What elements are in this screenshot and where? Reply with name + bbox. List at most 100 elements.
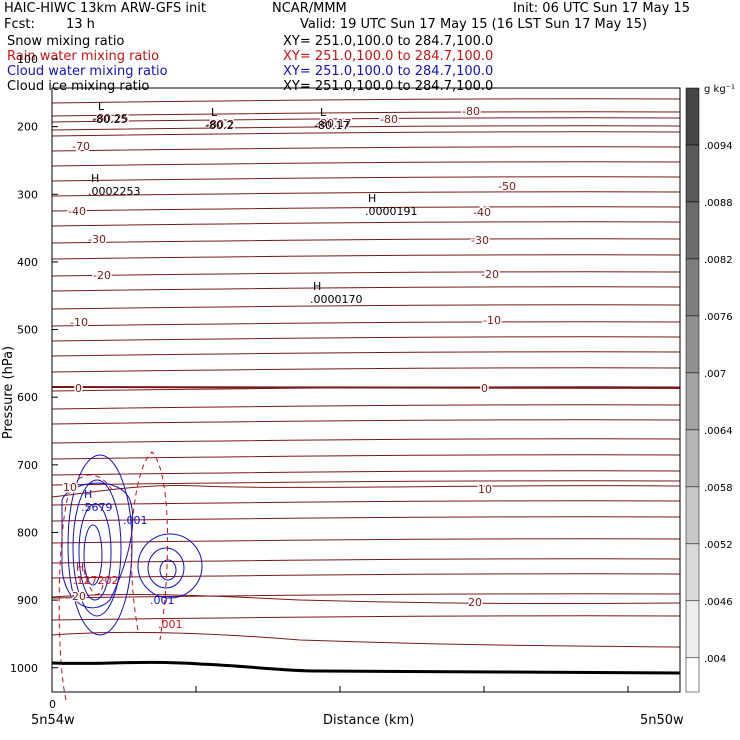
header-fcst-value: 13 h [66, 17, 95, 32]
isotherm-line [51, 454, 681, 460]
isotherm-line [51, 176, 681, 182]
x-axis-title: Distance (km) [323, 713, 415, 728]
temperature-label: -50 [498, 180, 516, 193]
isotherm-line [51, 631, 681, 648]
field-cloudwater-xy: XY= 251.0,100.0 to 284.7,100.0 [283, 64, 494, 79]
isotherm-line [51, 573, 681, 579]
header-title: HAIC-HIWC 13km ARW-GFS init [4, 1, 206, 16]
temperature-label: -30 [471, 234, 489, 247]
high-low-value: -80.25 [92, 113, 127, 126]
isotherm-line [51, 593, 681, 605]
temperature-label: 20 [468, 596, 482, 609]
temperature-label: 10 [63, 481, 77, 494]
isotherm-line [51, 191, 681, 197]
isotherm-line [51, 125, 681, 131]
isotherm-line [51, 367, 681, 373]
high-low-value: .127202 [73, 574, 119, 587]
high-low-marker: L [320, 106, 327, 119]
high-low-marker: H [368, 192, 376, 205]
field-cloudice-name: Cloud ice mixing ratio [7, 79, 150, 94]
colorbar-label: .007 [704, 369, 726, 380]
high-low-marker: H [84, 488, 92, 501]
isotherm-line [51, 254, 681, 260]
temperature-label: -80.17 [316, 117, 351, 130]
cloud-water-contour [72, 479, 122, 617]
temperature-label: 0 [75, 382, 82, 395]
colorbar-swatch [685, 486, 700, 545]
temperature-label: 10 [478, 483, 492, 496]
isotherm-line [51, 404, 681, 410]
temperature-label: -40 [68, 205, 86, 218]
colorbar-swatch [685, 201, 700, 260]
colorbar-label: .0076 [704, 312, 733, 323]
colorbar-swatch [685, 429, 700, 488]
field-cloudice-xy: XY= 251.0,100.0 to 284.7,100.0 [283, 79, 494, 94]
cloud-water-contour [83, 524, 103, 586]
header-init: Init: 06 UTC Sun 17 May 15 [513, 1, 690, 16]
cloud-water-contour [67, 454, 133, 636]
rain-water-contour [130, 451, 169, 641]
cloud-water-contour [159, 559, 177, 581]
isotherm-line [51, 558, 681, 564]
high-low-value: .0000191 [365, 205, 418, 218]
high-low-value: .5679 [81, 501, 113, 514]
x-end-left: 5n54w [31, 713, 75, 728]
high-low-value: .0000170 [310, 293, 363, 306]
high-low-value: .0002253 [88, 185, 141, 198]
x-tick-label: 0 [49, 698, 56, 711]
y-axis-title: Pressure (hPa) [1, 345, 17, 440]
colorbar-unit: g kg⁻¹ [704, 84, 735, 95]
isotherm-zero-line [51, 386, 681, 389]
colorbar-label: .0052 [704, 540, 733, 551]
y-tick-label: 200 [17, 121, 38, 134]
isotherm-line [51, 304, 681, 310]
isotherm-line [51, 286, 681, 292]
isotherm-line [51, 117, 681, 123]
isotherm-line [51, 419, 681, 425]
colorbar-swatch [685, 657, 700, 693]
temperature-label: -80 [462, 105, 480, 118]
isotherm-line [51, 238, 681, 244]
isotherm-line [51, 484, 681, 498]
plot-frame [51, 87, 681, 693]
isotherm-line [51, 615, 681, 621]
colorbar-label: .0046 [704, 597, 733, 608]
isotherm-line [51, 500, 681, 506]
y-tick-label: 800 [17, 526, 38, 539]
isotherm-line [51, 438, 681, 444]
isotherm-line [51, 351, 681, 357]
cloud-water-contour [147, 547, 185, 589]
isotherm-line [51, 470, 681, 476]
temperature-label: -80 [380, 113, 398, 126]
rain-water-contour [83, 569, 105, 595]
temperature-label: -70 [72, 140, 90, 153]
high-low-marker: L [211, 106, 218, 119]
temperature-label: -10 [483, 314, 501, 327]
high-low-value: -80.17 [314, 119, 349, 132]
y-tick-label: 400 [17, 256, 38, 269]
x-end-right: 5n50w [640, 713, 684, 728]
temperature-label: -20 [481, 268, 499, 281]
temperature-label: 0 [481, 382, 488, 395]
cloud-water-contour [137, 533, 203, 599]
isotherm-line [51, 480, 681, 486]
temperature-label: -20 [93, 269, 111, 282]
cloud-water-label: .001 [123, 514, 148, 527]
colorbar-label: .0064 [704, 426, 733, 437]
header-fcst-label: Fcst: [4, 17, 35, 32]
colorbar-label: .0058 [704, 483, 733, 494]
y-tick-label: 100 [17, 53, 38, 66]
high-low-marker: H [313, 280, 321, 293]
isotherm-line [51, 516, 681, 522]
colorbar-label: .004 [704, 654, 726, 665]
terrain-line [51, 660, 681, 675]
isotherm-line [51, 161, 681, 167]
cloud-water-contour [61, 482, 134, 609]
isotherm-line [51, 221, 681, 227]
colorbar-label: .0082 [704, 255, 733, 266]
y-tick-label: 500 [17, 324, 38, 337]
isotherm-line [51, 98, 681, 104]
temperature-label: -80.2 [206, 118, 234, 131]
isotherm-line [51, 131, 681, 137]
